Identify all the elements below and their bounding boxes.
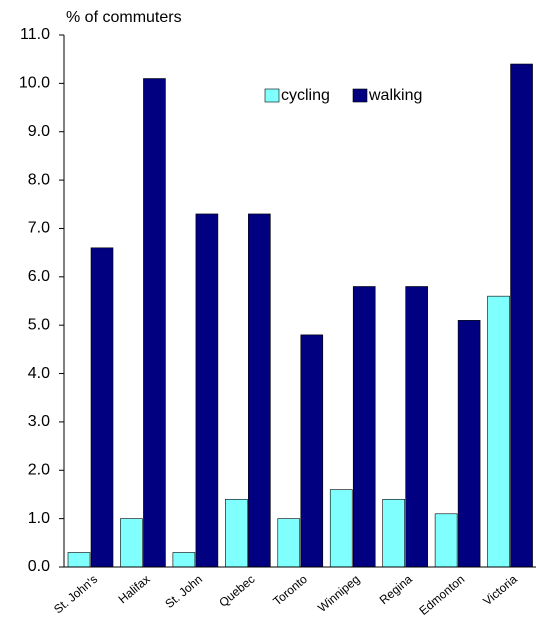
bar bbox=[143, 78, 166, 568]
y-tick-label: 9.0 bbox=[28, 123, 50, 140]
x-tick-label: Victoria bbox=[480, 572, 520, 609]
y-tick-label: 8.0 bbox=[28, 171, 50, 188]
bar bbox=[90, 247, 114, 568]
bar bbox=[405, 286, 428, 568]
y-tick-label: 11.0 bbox=[20, 26, 50, 43]
bar bbox=[352, 286, 376, 568]
legend-label: walking bbox=[368, 87, 422, 104]
y-axis-label: % of commuters bbox=[66, 9, 182, 26]
x-tick-label: St. John's bbox=[51, 572, 100, 616]
bar bbox=[67, 552, 91, 568]
x-tick-label: Winnipeg bbox=[315, 572, 362, 615]
bar bbox=[382, 498, 405, 568]
bar bbox=[329, 489, 353, 568]
bar bbox=[300, 334, 324, 568]
bar bbox=[172, 552, 196, 568]
y-tick-label: 1.0 bbox=[28, 510, 50, 527]
x-tick-label: St. John bbox=[162, 572, 205, 611]
bar bbox=[248, 213, 271, 568]
y-tick-label: 3.0 bbox=[28, 413, 50, 430]
bar bbox=[120, 518, 143, 568]
bar bbox=[434, 513, 458, 568]
y-tick-label: 10.0 bbox=[19, 75, 50, 92]
bar bbox=[457, 320, 481, 568]
legend-swatch bbox=[264, 88, 280, 103]
legend-label: cycling bbox=[281, 87, 330, 104]
bar bbox=[510, 63, 533, 568]
legend-swatch bbox=[352, 88, 368, 103]
bar bbox=[277, 518, 301, 568]
bar bbox=[225, 498, 248, 568]
x-tick-label: Regina bbox=[377, 572, 415, 607]
y-tick-label: 2.0 bbox=[28, 461, 50, 478]
x-tick-label: Quebec bbox=[216, 572, 257, 610]
y-tick-label: 7.0 bbox=[28, 220, 50, 237]
x-tick-label: Toronto bbox=[270, 572, 310, 609]
x-tick-label: Edmonton bbox=[416, 572, 467, 618]
y-tick-label: 4.0 bbox=[28, 365, 50, 382]
bar bbox=[487, 295, 510, 568]
y-tick-label: 6.0 bbox=[28, 268, 50, 285]
y-tick-label: 0.0 bbox=[28, 558, 50, 575]
y-tick-label: 5.0 bbox=[28, 316, 50, 333]
x-tick-label: Halifax bbox=[116, 572, 153, 606]
bar bbox=[195, 213, 219, 568]
